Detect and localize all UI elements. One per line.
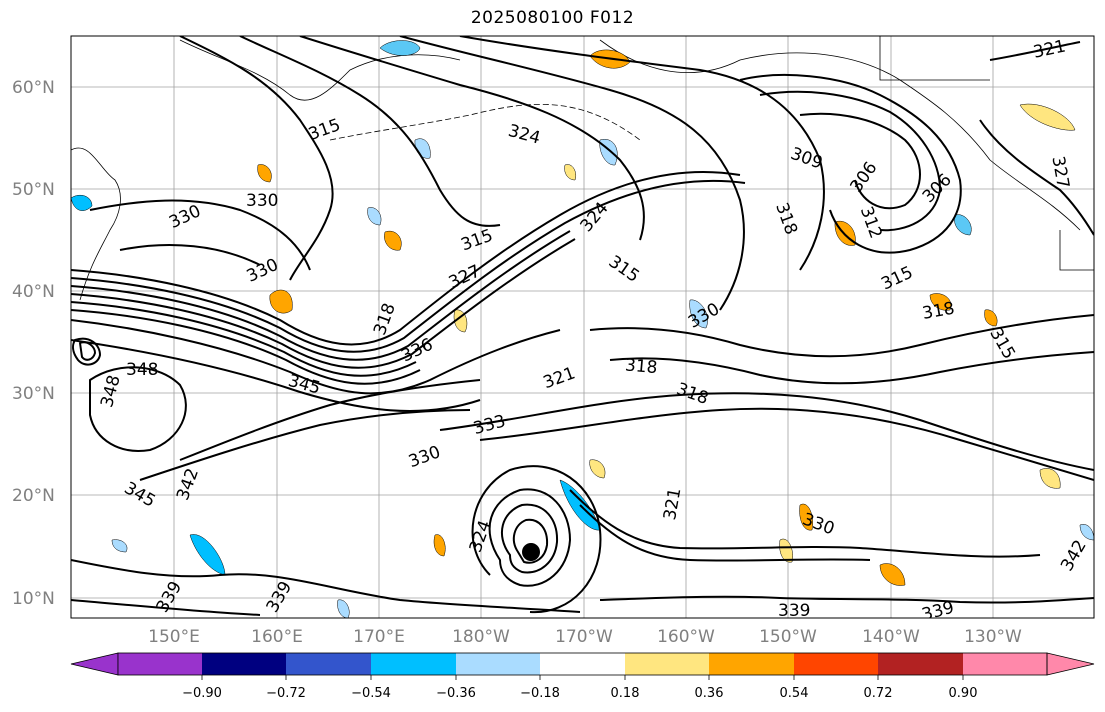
colorbar-segment <box>286 653 371 675</box>
contour-label: 348 <box>126 360 158 380</box>
lat-label: 50°N <box>12 180 55 200</box>
lon-label: 150°E <box>148 627 200 647</box>
contour-label: 318 <box>624 355 658 378</box>
colorbar-frame <box>117 652 1048 676</box>
colorbar-segment <box>202 653 286 675</box>
contour-label: 339 <box>920 598 957 626</box>
colorbar-tick-label: −0.90 <box>182 686 222 701</box>
lon-label: 180°W <box>452 627 510 647</box>
contour-label: 330 <box>246 191 278 211</box>
colorbar-segment <box>963 653 1047 675</box>
colorbar-segment <box>371 653 456 675</box>
plot-title: 2025080100 F012 <box>470 8 635 28</box>
lat-label: 40°N <box>12 282 55 302</box>
colorbar-tick-label: −0.72 <box>266 686 306 701</box>
colorbar-segment <box>794 653 878 675</box>
colorbar-tick-label: 0.54 <box>780 686 809 701</box>
lon-label: 160°E <box>251 627 303 647</box>
colorbar-segment <box>625 653 709 675</box>
lon-label: 160°W <box>657 627 715 647</box>
map-frame <box>70 35 1095 619</box>
lon-label: 170°E <box>353 627 405 647</box>
colorbar-tick-label: 0.36 <box>695 686 724 701</box>
lat-label: 20°N <box>12 486 55 506</box>
colorbar-tick-label: 0.72 <box>864 686 893 701</box>
colorbar-tick-label: 0.90 <box>949 686 978 701</box>
longitude-labels: 150°E 160°E 170°E 180°W 170°W 160°W 150°… <box>148 627 1022 647</box>
lat-label: 60°N <box>12 78 55 98</box>
lat-label: 30°N <box>12 384 55 404</box>
colorbar-segment <box>709 653 794 675</box>
colorbar-segment <box>456 653 540 675</box>
colorbar-ticks <box>201 675 964 680</box>
map-background <box>71 36 1094 618</box>
contour-label: 339 <box>778 601 810 621</box>
colorbar: −0.90 −0.72 −0.54 −0.36 −0.18 0.18 0.36 … <box>70 652 1095 701</box>
lon-label: 140°W <box>862 627 920 647</box>
contours <box>71 36 1094 616</box>
colorbar-tick-label: −0.54 <box>351 686 391 701</box>
colorbar-segment <box>118 653 202 675</box>
contour-labels: 315 324 309 306 306 321 330 330 315 324 … <box>97 36 1091 626</box>
colorbar-tick-labels: −0.90 −0.72 −0.54 −0.36 −0.18 0.18 0.36 … <box>182 686 977 701</box>
colorbar-lower-extension <box>70 652 119 676</box>
colorbar-segment <box>540 653 625 675</box>
colorbar-tick-label: 0.18 <box>611 686 640 701</box>
lat-label: 10°N <box>12 589 55 609</box>
lon-label: 150°W <box>759 627 817 647</box>
colorbar-tick-label: −0.36 <box>436 686 476 701</box>
lon-label: 130°W <box>964 627 1022 647</box>
colorbar-tick-label: −0.18 <box>520 686 560 701</box>
colorbar-upper-extension <box>1046 652 1095 676</box>
latitude-labels: 60°N 50°N 40°N 30°N 20°N 10°N <box>12 78 55 609</box>
colorbar-segment <box>878 653 963 675</box>
lon-label: 170°W <box>555 627 613 647</box>
